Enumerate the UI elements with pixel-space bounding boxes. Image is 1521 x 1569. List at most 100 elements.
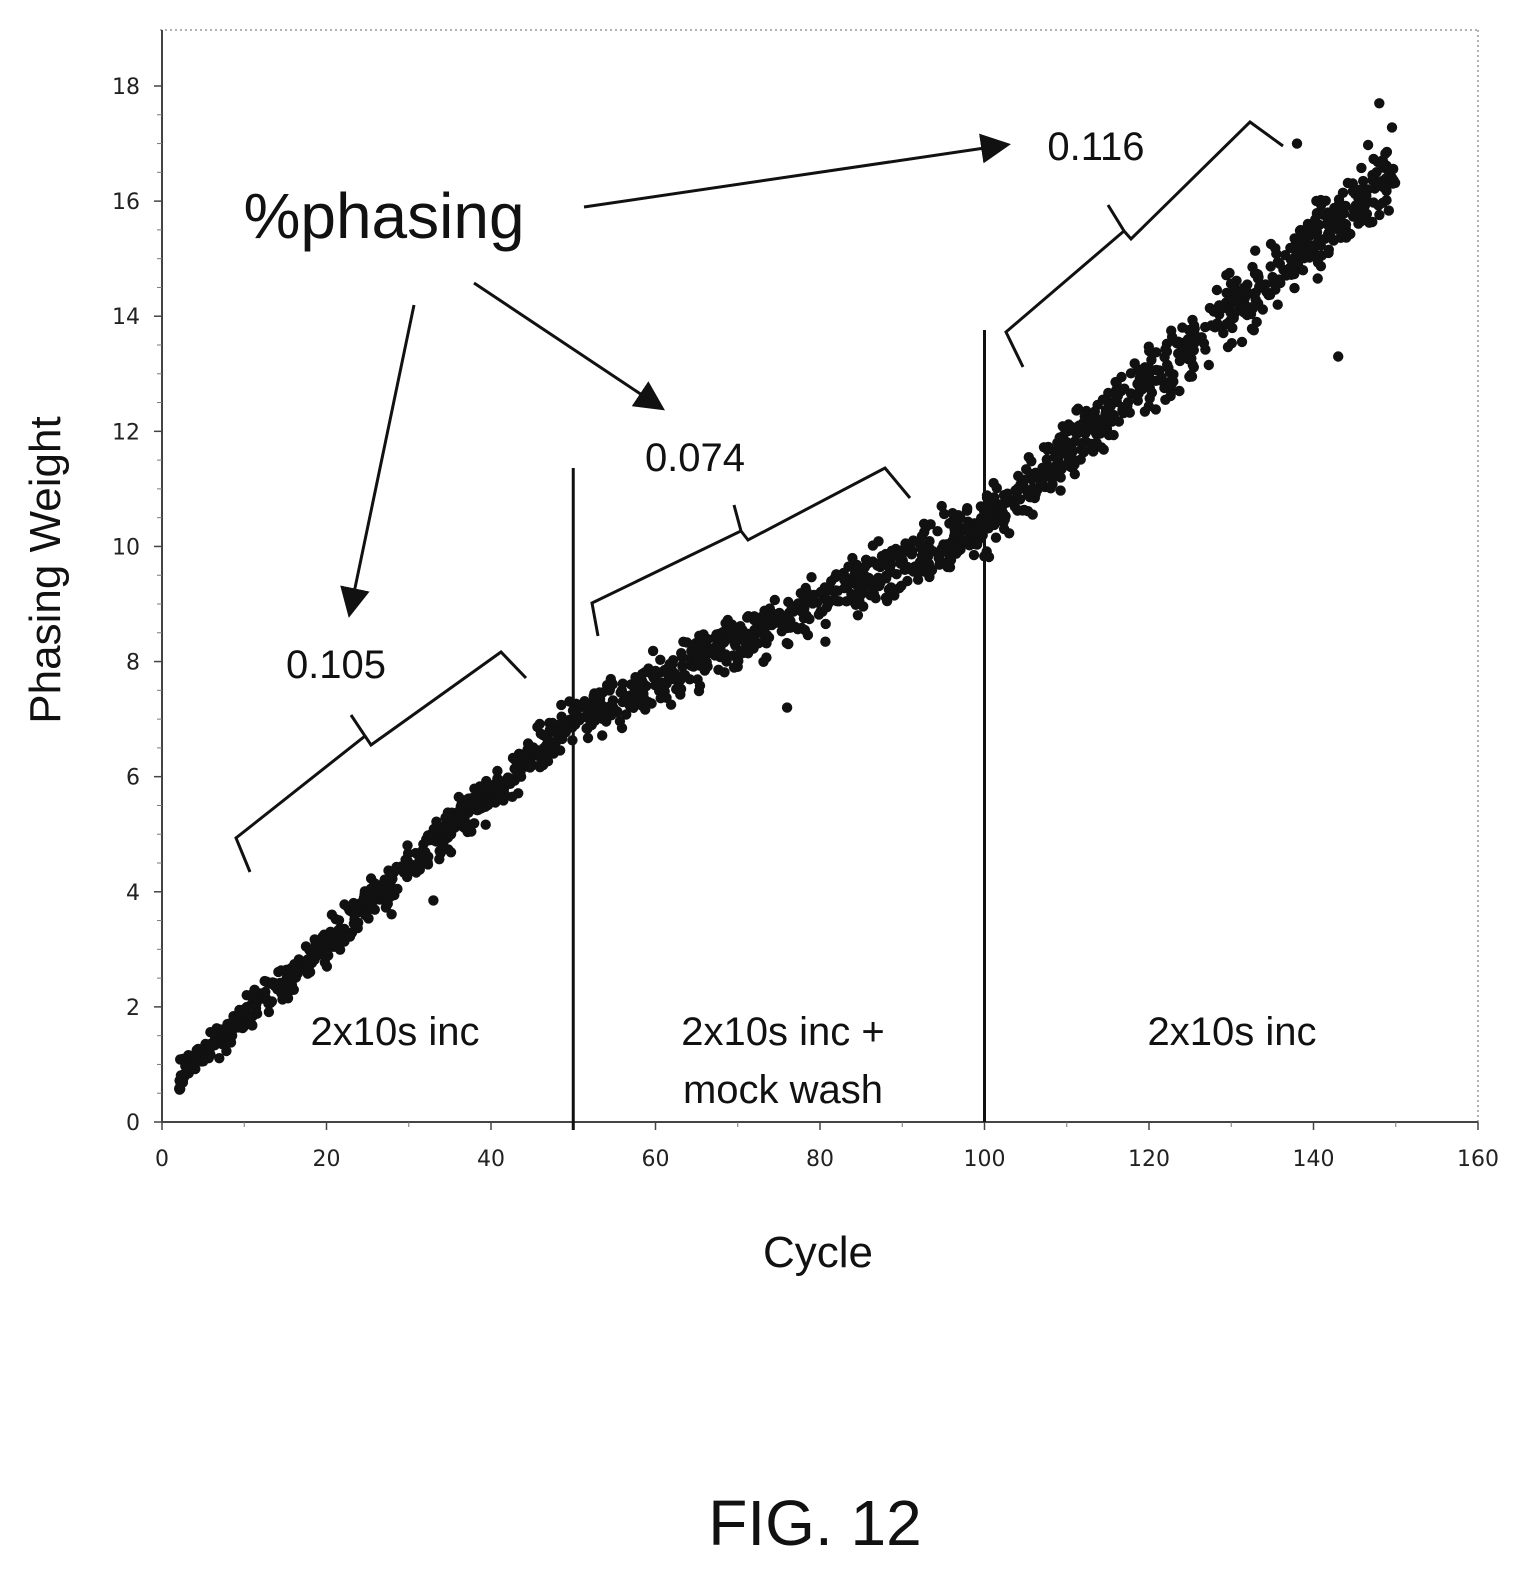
data-point xyxy=(321,961,333,972)
data-point xyxy=(1059,437,1071,448)
data-point xyxy=(676,648,687,659)
region-label-2-line-2: mock wash xyxy=(683,1068,883,1112)
data-point xyxy=(193,1043,204,1055)
data-point xyxy=(1125,368,1137,379)
data-point xyxy=(594,703,606,714)
data-point xyxy=(699,665,710,676)
data-point xyxy=(1044,462,1055,473)
data-point xyxy=(1251,316,1262,328)
data-point xyxy=(1297,265,1309,276)
data-point xyxy=(431,836,442,847)
data-point xyxy=(1267,271,1278,283)
data-point xyxy=(1384,167,1395,178)
phasing-value-1: 0.105 xyxy=(286,643,386,687)
data-point xyxy=(1353,202,1365,214)
data-point xyxy=(1046,473,1058,485)
region-label-3: 2x10s inc xyxy=(1148,1010,1317,1054)
data-point xyxy=(841,596,852,607)
data-point xyxy=(640,704,651,715)
data-point xyxy=(225,1037,237,1048)
data-point xyxy=(1091,437,1102,448)
data-point xyxy=(1142,364,1154,375)
data-point xyxy=(946,536,958,547)
data-point xyxy=(1340,200,1351,212)
y-tick-label: 18 xyxy=(112,75,140,100)
data-point xyxy=(906,549,917,560)
data-point xyxy=(815,586,826,598)
data-point xyxy=(1166,325,1177,336)
data-point xyxy=(1121,400,1133,412)
data-point xyxy=(1309,229,1320,240)
data-point xyxy=(711,632,722,643)
data-point xyxy=(1188,362,1200,373)
data-point xyxy=(1156,372,1167,383)
data-point xyxy=(1265,238,1277,250)
data-point xyxy=(884,564,895,575)
data-point xyxy=(217,1024,228,1035)
x-tick-label: 0 xyxy=(155,1147,169,1172)
data-point xyxy=(1023,452,1034,463)
data-point xyxy=(926,564,938,576)
data-point xyxy=(759,618,770,629)
data-point xyxy=(1353,218,1364,229)
data-point xyxy=(997,498,1008,510)
data-point xyxy=(310,937,321,948)
data-point xyxy=(1232,298,1243,309)
data-point xyxy=(304,945,315,956)
data-point xyxy=(277,986,288,997)
x-tick-label: 40 xyxy=(477,1147,505,1172)
data-point xyxy=(422,830,434,841)
data-point xyxy=(1297,240,1309,251)
data-point xyxy=(1356,162,1367,174)
data-point xyxy=(582,732,594,744)
data-point xyxy=(1254,281,1265,292)
data-point xyxy=(806,572,817,583)
data-point xyxy=(1373,200,1384,211)
phasing-heading: %phasing xyxy=(243,180,524,252)
data-point xyxy=(351,921,362,933)
data-point xyxy=(665,699,677,710)
y-tick-label: 12 xyxy=(112,420,140,445)
data-point xyxy=(547,717,558,729)
data-point xyxy=(902,561,913,573)
data-point xyxy=(1186,325,1197,336)
data-point xyxy=(1236,336,1248,348)
data-point xyxy=(249,984,260,995)
data-point xyxy=(1159,352,1170,363)
data-point xyxy=(1225,278,1237,289)
data-point xyxy=(380,902,392,913)
data-point xyxy=(1024,491,1036,503)
data-point xyxy=(542,756,554,767)
data-point xyxy=(839,574,850,586)
data-point xyxy=(1111,396,1123,408)
data-point xyxy=(621,709,632,720)
data-point xyxy=(935,548,946,559)
data-point xyxy=(455,809,466,820)
data-point xyxy=(912,574,924,585)
y-tick-label: 4 xyxy=(126,881,140,906)
data-point xyxy=(1052,437,1063,448)
data-point xyxy=(873,572,884,583)
data-point xyxy=(924,536,935,547)
data-point xyxy=(586,719,597,731)
data-point xyxy=(942,561,953,573)
data-point xyxy=(1035,478,1047,489)
data-point xyxy=(859,570,870,581)
data-point xyxy=(1216,322,1227,333)
data-point xyxy=(1340,218,1351,230)
data-point xyxy=(839,582,850,594)
data-point xyxy=(572,703,584,714)
data-point xyxy=(1261,286,1272,298)
data-point xyxy=(348,897,359,909)
data-point xyxy=(955,512,966,524)
data-point xyxy=(1335,232,1346,243)
data-point xyxy=(990,532,1002,543)
data-point xyxy=(721,656,732,667)
brace-segment-3 xyxy=(1004,120,1284,368)
data-point xyxy=(1371,167,1382,178)
data-point xyxy=(547,742,559,753)
data-point xyxy=(627,698,638,709)
data-point xyxy=(1019,474,1030,485)
data-point xyxy=(858,578,869,589)
data-point xyxy=(939,508,950,520)
